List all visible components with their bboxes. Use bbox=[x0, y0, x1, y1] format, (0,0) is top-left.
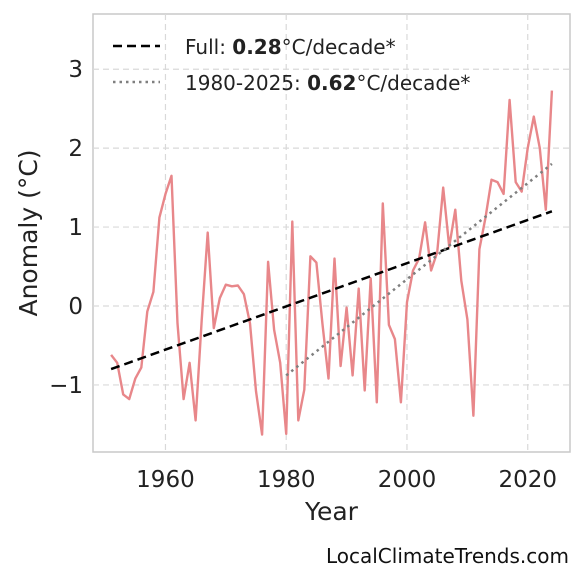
y-axis-title: Anomaly (°C) bbox=[14, 149, 43, 316]
legend: Full: 0.28°C/decade* 1980-2025: 0.62°C/d… bbox=[113, 35, 470, 95]
legend-full-unit: °C/decade* bbox=[282, 35, 396, 59]
tick-labels: 1960 1980 2000 2020 −1 0 1 2 3 bbox=[49, 57, 557, 493]
x-axis-title: Year bbox=[304, 497, 359, 526]
y-tick-label: 2 bbox=[68, 136, 83, 162]
legend-full-entry: Full: 0.28°C/decade* bbox=[185, 35, 396, 59]
y-tick-label: 1 bbox=[68, 215, 83, 241]
legend-recent-value: 0.62 bbox=[307, 71, 356, 95]
x-tick-label: 1960 bbox=[136, 467, 195, 493]
full-trend-line bbox=[110, 210, 553, 371]
legend-recent-entry: 1980-2025: 0.62°C/decade* bbox=[185, 71, 470, 95]
x-tick-label: 2020 bbox=[498, 467, 557, 493]
legend-recent-unit: °C/decade* bbox=[356, 71, 470, 95]
recent-trend-line bbox=[285, 162, 553, 377]
x-tick-label: 2000 bbox=[378, 467, 437, 493]
series-lines bbox=[110, 90, 554, 436]
y-tick-label: 3 bbox=[68, 57, 83, 83]
anomaly-series-line bbox=[110, 90, 554, 436]
y-tick-label: 0 bbox=[68, 294, 83, 320]
legend-full-label: Full: bbox=[185, 35, 232, 59]
legend-recent-label: 1980-2025: bbox=[185, 71, 307, 95]
plot-area bbox=[92, 13, 571, 453]
grid-lines bbox=[93, 14, 570, 452]
x-tick-label: 1980 bbox=[257, 467, 316, 493]
legend-full-value: 0.28 bbox=[232, 35, 281, 59]
y-tick-label: −1 bbox=[49, 373, 83, 399]
watermark: LocalClimateTrends.com bbox=[325, 544, 569, 568]
